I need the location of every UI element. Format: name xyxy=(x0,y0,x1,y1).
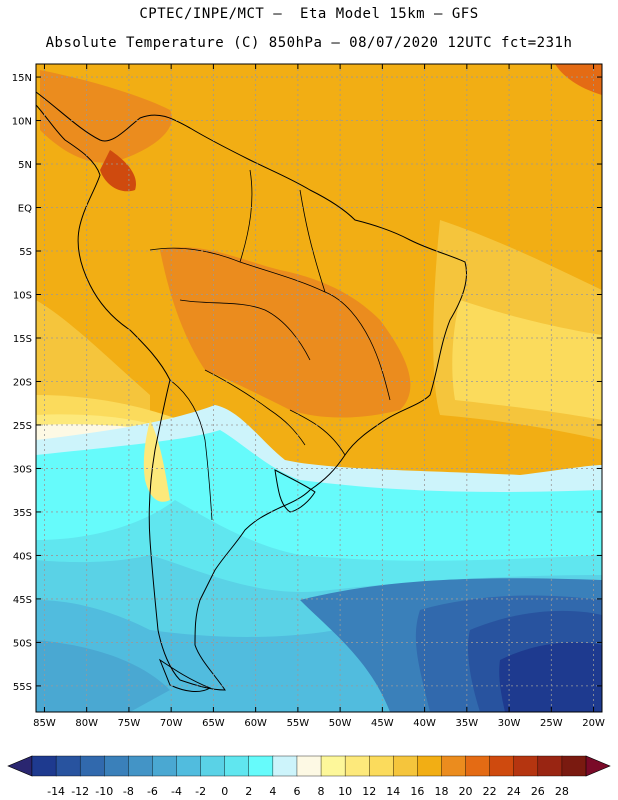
lat-tick-label: 10N xyxy=(12,117,32,128)
lat-tick-label: 40S xyxy=(13,551,32,562)
colorbar-swatch xyxy=(489,755,515,777)
colorbar-label: 2 xyxy=(245,785,252,798)
lat-tick-label: 20S xyxy=(13,377,32,388)
colorbar-swatch xyxy=(320,755,346,777)
colorbar-swatch xyxy=(224,755,250,777)
country-borders xyxy=(149,169,391,521)
colorbar: -14 -12 -10 -8 -6 -4 -2 0 2 4 6 8 10 12 14 16 18 20 22 24 26… xyxy=(7,755,611,798)
colorbar-label: 6 xyxy=(293,785,300,798)
colorbar-swatch xyxy=(296,755,322,777)
colorbar-label: 14 xyxy=(386,785,400,798)
colorbar-swatch xyxy=(441,755,467,777)
coastlines xyxy=(36,91,467,693)
lat-tick-label: 50S xyxy=(13,638,32,649)
colorbar-swatch xyxy=(104,755,129,777)
lon-tick-label: 80W xyxy=(75,718,98,729)
colorbar-swatch xyxy=(55,755,81,777)
colorbar-swatch xyxy=(248,755,274,777)
colorbar-label: -14 xyxy=(47,785,65,798)
colorbar-label: 20 xyxy=(459,785,473,798)
lon-tick-label: 75W xyxy=(118,718,141,729)
lat-tick-label: 30S xyxy=(13,464,32,475)
colorbar-swatch xyxy=(31,755,57,777)
lon-tick-label: 85W xyxy=(33,718,56,729)
lat-tick-label: 15N xyxy=(12,73,32,84)
colorbar-label: 28 xyxy=(555,785,569,798)
colorbar-label: -10 xyxy=(95,785,113,798)
chart-title-model: CPTEC/INPE/MCT – Eta Model 15km – GFS xyxy=(139,6,479,22)
lat-tick-label: 55S xyxy=(13,682,32,693)
lon-tick-label: 30W xyxy=(498,718,521,729)
lat-tick-label: EQ xyxy=(18,204,32,215)
longitude-axis: 85W 80W 75W 70W 65W 60W 55W 50W 45W 40W 35W 30W 25W 2… xyxy=(33,64,605,729)
lon-tick-label: 55W xyxy=(287,718,310,729)
colorbar-swatch xyxy=(272,755,298,777)
colorbar-label: 18 xyxy=(434,785,448,798)
chart-title-variable: Absolute Temperature (C) 850hPa – 08/07/… xyxy=(45,35,573,51)
colorbar-label: -8 xyxy=(123,785,134,798)
colorbar-label: 4 xyxy=(269,785,276,798)
colorbar-swatch xyxy=(537,755,563,777)
colorbar-swatch xyxy=(393,755,418,777)
colorbar-label: 26 xyxy=(531,785,545,798)
temperature-field xyxy=(36,64,602,712)
colorbar-swatch xyxy=(417,755,442,777)
colorbar-swatch xyxy=(513,755,539,777)
colorbar-high-arrow xyxy=(585,755,611,777)
lat-tick-label: 15S xyxy=(13,334,32,345)
colorbar-low-arrow xyxy=(7,755,33,777)
lat-tick-label: 35S xyxy=(13,508,32,519)
colorbar-swatch xyxy=(176,755,202,777)
lon-tick-label: 35W xyxy=(456,718,479,729)
colorbar-label: -2 xyxy=(195,785,206,798)
graticule xyxy=(36,64,602,712)
colorbar-label: -12 xyxy=(71,785,89,798)
lon-tick-label: 45W xyxy=(371,718,394,729)
colorbar-swatch xyxy=(152,755,178,777)
lat-tick-label: 10S xyxy=(13,290,32,301)
colorbar-swatch xyxy=(369,755,394,777)
latitude-axis: 15N 10N 5N EQ 5S 10S 15S 20S 25S 30S 35S 40S 45S 50S 5… xyxy=(12,73,602,693)
lat-tick-label: 5S xyxy=(19,247,32,258)
lon-tick-label: 60W xyxy=(244,718,267,729)
colorbar-label: -4 xyxy=(171,785,182,798)
colorbar-label: 10 xyxy=(338,785,352,798)
colorbar-label: -6 xyxy=(147,785,158,798)
lon-tick-label: 40W xyxy=(413,718,436,729)
colorbar-label: 22 xyxy=(483,785,497,798)
lat-tick-label: 5N xyxy=(18,160,32,171)
colorbar-swatch xyxy=(344,755,370,777)
colorbar-swatch xyxy=(79,755,105,777)
colorbar-swatch xyxy=(465,755,491,777)
colorbar-label: 12 xyxy=(362,785,376,798)
colorbar-label: 0 xyxy=(221,785,228,798)
colorbar-label: 16 xyxy=(410,785,424,798)
lon-tick-label: 20W xyxy=(582,718,605,729)
lat-tick-label: 45S xyxy=(13,595,32,606)
colorbar-label: 24 xyxy=(507,785,521,798)
lon-tick-label: 65W xyxy=(202,718,225,729)
colorbar-swatch xyxy=(561,755,587,777)
colorbar-swatch xyxy=(128,755,153,777)
map-frame xyxy=(35,63,603,713)
colorbar-label: 8 xyxy=(318,785,325,798)
colorbar-swatch xyxy=(200,755,226,777)
lon-tick-label: 70W xyxy=(160,718,183,729)
lon-tick-label: 50W xyxy=(329,718,352,729)
lat-tick-label: 25S xyxy=(13,421,32,432)
lon-tick-label: 25W xyxy=(540,718,563,729)
